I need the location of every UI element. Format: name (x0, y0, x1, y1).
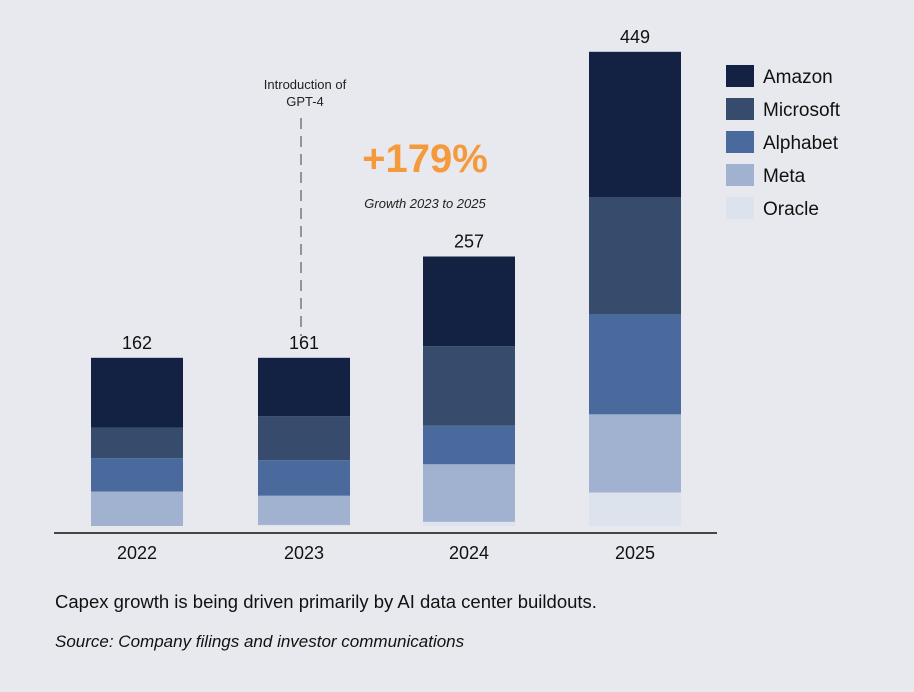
bar-amazon-2023 (258, 357, 350, 417)
chart-caption: Capex growth is being driven primarily b… (55, 591, 597, 612)
bar-amazon-2024 (423, 256, 515, 347)
bar-amazon-2022 (91, 357, 183, 428)
bar-alphabet-2025 (589, 314, 681, 415)
bar-amazon-2025 (589, 51, 681, 197)
total-label-2025: 449 (620, 27, 650, 47)
legend-label-meta: Meta (763, 166, 806, 187)
bar-meta-2023 (258, 495, 350, 525)
legend-swatch-oracle (726, 197, 754, 219)
stacked-bar-chart: 162 2022 161 2023 257 2024 449 2025 Introduction… (54, 27, 841, 563)
x-tick-2023: 2023 (284, 543, 324, 563)
bar-microsoft-2022 (91, 427, 183, 459)
bar-alphabet-2023 (258, 460, 350, 496)
legend-swatch-microsoft (726, 98, 754, 120)
x-tick-2025: 2025 (615, 543, 655, 563)
bar-microsoft-2023 (258, 416, 350, 461)
bar-oracle-2023 (258, 525, 350, 526)
event-label-line2: GPT-4 (286, 94, 324, 109)
x-tick-2022: 2022 (117, 543, 157, 563)
bar-meta-2024 (423, 464, 515, 522)
growth-value: +179% (362, 137, 488, 181)
total-label-2022: 162 (122, 333, 152, 353)
legend-label-oracle: Oracle (763, 199, 819, 220)
legend-label-alphabet: Alphabet (763, 133, 839, 154)
legend-swatch-meta (726, 164, 754, 186)
bar-meta-2022 (91, 491, 183, 526)
bar-meta-2025 (589, 414, 681, 493)
legend-label-microsoft: Microsoft (763, 100, 841, 121)
total-label-2024: 257 (454, 232, 484, 252)
bar-microsoft-2024 (423, 346, 515, 426)
legend-swatch-alphabet (726, 131, 754, 153)
bar-oracle-2024 (423, 521, 515, 526)
bar-microsoft-2025 (589, 197, 681, 314)
total-label-2023: 161 (289, 333, 319, 353)
growth-label: Growth 2023 to 2025 (364, 196, 486, 211)
bar-alphabet-2022 (91, 458, 183, 492)
legend-swatch-amazon (726, 65, 754, 87)
event-label-line1: Introduction of (264, 77, 347, 92)
legend-label-amazon: Amazon (763, 67, 833, 88)
x-tick-2024: 2024 (449, 543, 489, 563)
bar-oracle-2025 (589, 492, 681, 526)
chart-source: Source: Company filings and investor com… (55, 632, 465, 651)
bar-alphabet-2024 (423, 425, 515, 465)
